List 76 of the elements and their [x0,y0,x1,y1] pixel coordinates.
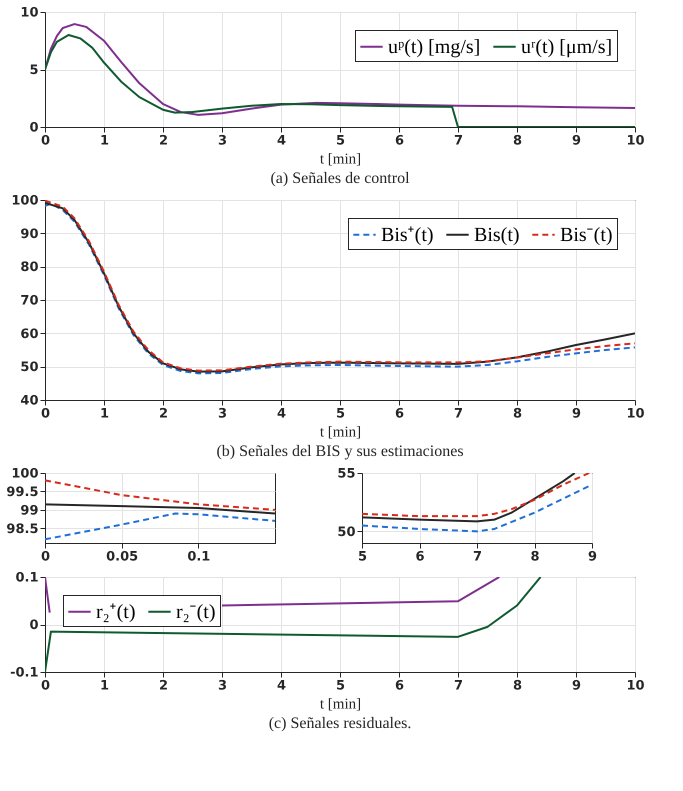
line-series [45,479,275,511]
x-tick-label: 9 [572,134,582,148]
x-tick-label: 0 [40,678,50,694]
x-tick-label: 6 [394,134,404,148]
y-tick-label: 0.1 [15,570,38,586]
x-tick-label: 6 [415,550,425,564]
x-tick-label: 10 [626,406,645,422]
y-tick-label: 10 [20,6,38,20]
line-series [45,577,542,672]
x-tick-label: 6 [394,406,404,422]
x-tick-label: 0 [40,550,50,564]
x-tick-label: 9 [572,406,582,422]
x-tick-label: 8 [512,134,522,148]
x-tick-label: 0 [40,406,50,422]
legend-label: Bis⁻(t) [560,224,613,246]
x-tick-label: 3 [218,406,228,422]
line-series [45,512,275,540]
x-tick-label: 3 [218,678,228,694]
line-series [362,473,590,518]
text: (a) Señales de control [270,170,410,187]
y-tick-label: 80 [20,260,38,276]
x-tick-label: 2 [158,406,168,422]
x-tick-label: 8 [512,406,522,422]
series-label: r₂⁺(t) [96,600,136,623]
x-tick-label: 5 [358,550,368,564]
y-tick-label: 99.5 [6,484,38,500]
x-tick-label: 10 [626,678,645,694]
y-tick-label: 70 [20,294,38,308]
y-tick-label: 98.5 [6,522,38,537]
legend-label: r₂⁻(t) [176,600,216,623]
y-tick-label: 100 [11,194,38,208]
x-axis-title: t [min] [320,696,362,712]
y-tick-label: 55 [337,466,356,482]
legend-label: uʳ(t) [μm/s] [521,36,612,58]
y-tick-label: 5 [29,63,38,78]
x-axis-title: t [min] [320,152,362,168]
x-tick-label: 1 [100,406,110,422]
y-tick-label: 100 [11,466,38,482]
x-tick-label: 2 [158,134,168,148]
x-tick-label: 8 [512,678,522,694]
x-tick-label: 8 [530,550,540,564]
y-tick-label: 0 [29,618,38,633]
x-tick-label: 7 [454,678,464,694]
x-tick-label: 7 [454,134,464,148]
x-tick-label: 4 [276,134,286,148]
x-tick-label: 0.05 [106,550,138,564]
y-tick-label: 50 [20,360,38,376]
x-axis-title: t [min] [320,424,362,440]
y-tick-label: 90 [20,226,38,242]
x-tick-label: 7 [454,406,464,422]
x-tick-label: 0.1 [187,550,210,564]
x-tick-label: 3 [218,134,228,148]
y-tick-label: -0.1 [10,666,38,680]
x-tick-label: 2 [158,678,168,694]
text: (c) Señales residuales. [268,715,412,732]
line-series [362,484,592,532]
x-tick-label: 1 [100,678,110,694]
legend-label: Bis⁺(t) [381,224,434,246]
y-tick-label: 0 [29,120,38,136]
x-tick-label: 10 [626,134,645,148]
line-series [45,23,635,116]
x-tick-label: 9 [572,678,582,694]
y-tick-label: 60 [20,326,38,342]
x-tick-label: 4 [276,406,286,422]
legend-label: uᵖ(t) [mg/s] [388,36,480,58]
y-tick-label: 99 [20,503,38,518]
text: (b) Señales del BIS y sus estimaciones [216,443,464,460]
y-tick-label: 40 [20,394,38,408]
x-tick-label: 0 [40,134,50,148]
x-tick-label: 1 [100,134,110,148]
x-tick-label: 4 [276,678,286,694]
legend-label: Bis(t) [474,224,520,246]
x-tick-label: 9 [588,550,598,564]
x-tick-label: 7 [472,550,482,564]
y-tick-label: 50 [337,524,356,540]
x-tick-label: 6 [394,678,404,694]
